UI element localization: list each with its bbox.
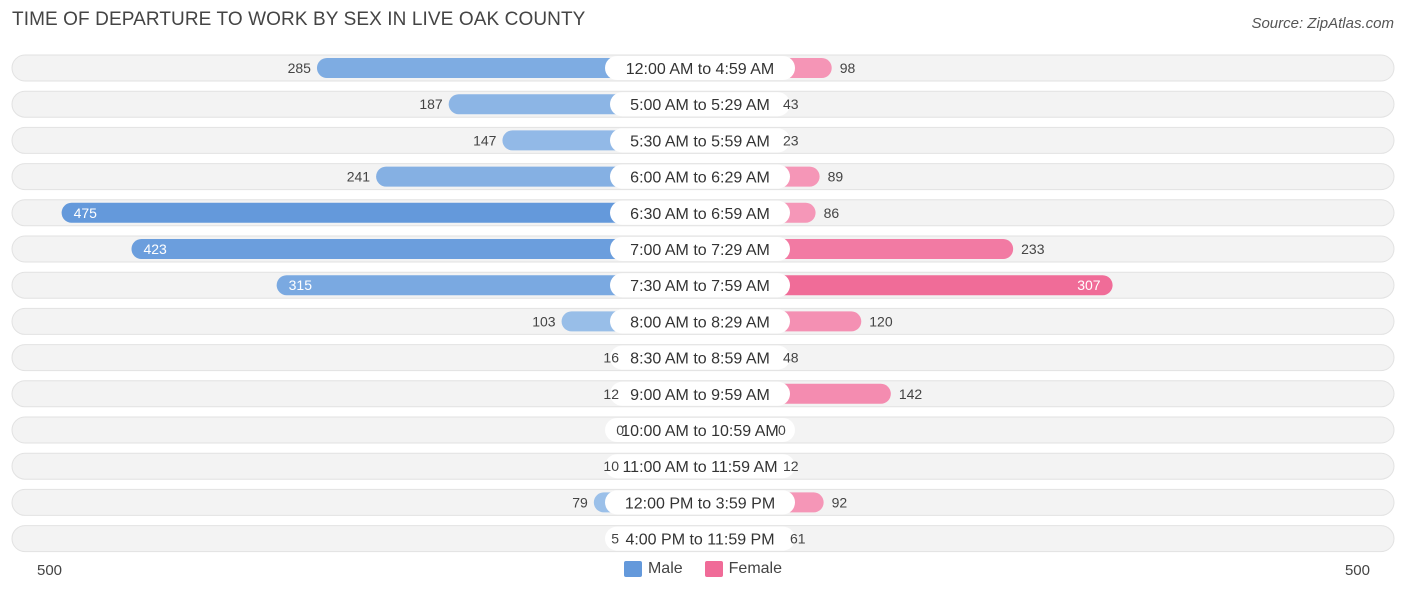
male-value-label: 315: [289, 277, 313, 293]
category-label: 5:30 AM to 5:59 AM: [630, 133, 770, 150]
male-value-label: 16: [603, 350, 619, 366]
category-label: 7:00 AM to 7:29 AM: [630, 242, 770, 259]
male-value-label: 147: [473, 132, 497, 148]
category-label: 6:30 AM to 6:59 AM: [630, 206, 770, 223]
female-value-label: 307: [1077, 277, 1101, 293]
female-value-label: 43: [783, 96, 799, 112]
category-label-bg: [605, 418, 795, 442]
male-value-label: 285: [288, 60, 312, 76]
category-label: 12:00 PM to 3:59 PM: [625, 495, 775, 512]
category-label: 8:00 AM to 8:29 AM: [630, 314, 770, 331]
axis-left-label: 500: [37, 562, 63, 579]
male-value-label: 10: [603, 458, 619, 474]
category-label-bg: [610, 345, 790, 370]
category-label: 4:00 PM to 11:59 PM: [625, 532, 774, 549]
category-label-bg: [610, 309, 790, 334]
category-label-bg: [610, 237, 790, 261]
female-value-label: 48: [783, 350, 799, 366]
male-bar: [61, 202, 701, 223]
source-note: Source: ZipAtlas.com: [1251, 15, 1394, 32]
category-label: 6:00 AM to 6:29 AM: [630, 170, 770, 187]
male-value-label: 475: [74, 205, 98, 221]
male-bar: [316, 58, 700, 78]
category-label-bg: [610, 92, 790, 117]
male-value-label: 0: [616, 422, 624, 438]
male-value-label: 103: [532, 313, 556, 329]
legend-swatch-male: [623, 561, 642, 577]
male-value-label: 423: [143, 241, 167, 257]
legend-item-male[interactable]: Male: [623, 560, 683, 578]
category-label-bg: [610, 164, 790, 189]
male-value-label: 187: [419, 96, 443, 112]
female-value-label: 61: [790, 531, 806, 547]
legend: Male Female: [0, 560, 1406, 578]
female-value-label: 0: [778, 422, 786, 438]
category-label-bg: [605, 454, 795, 479]
category-label-bg: [605, 490, 795, 515]
female-value-label: 98: [840, 60, 856, 76]
category-label-bg: [610, 200, 790, 225]
chart-title: TIME OF DEPARTURE TO WORK BY SEX IN LIVE…: [12, 9, 586, 30]
axis-right-label: 500: [1344, 562, 1370, 579]
male-bar: [276, 275, 700, 296]
female-value-label: 23: [783, 132, 799, 148]
category-label-bg: [605, 56, 795, 80]
legend-item-female[interactable]: Female: [704, 560, 783, 578]
female-value-label: 12: [783, 458, 799, 474]
female-value-label: 142: [899, 386, 923, 402]
category-label: 5:00 AM to 5:29 AM: [630, 97, 770, 114]
male-value-label: 5: [611, 531, 619, 547]
category-label-bg: [610, 381, 790, 406]
legend-swatch-female: [704, 561, 723, 577]
legend-label-female: Female: [728, 560, 783, 577]
female-value-label: 86: [824, 205, 840, 221]
female-value-label: 120: [869, 313, 893, 329]
female-bar: [700, 275, 1113, 296]
category-label-bg: [605, 526, 795, 551]
category-label: 7:30 AM to 7:59 AM: [630, 278, 770, 295]
category-label: 12:00 AM to 4:59 AM: [626, 61, 775, 78]
category-label: 10:00 AM to 10:59 AM: [621, 423, 778, 440]
female-value-label: 233: [1021, 241, 1045, 257]
category-label: 11:00 AM to 11:59 AM: [622, 459, 777, 476]
male-value-label: 12: [603, 386, 619, 402]
category-label-bg: [610, 273, 790, 298]
female-value-label: 89: [828, 169, 844, 185]
category-label: 8:30 AM to 8:59 AM: [630, 351, 770, 368]
male-value-label: 241: [347, 169, 371, 185]
male-bar: [131, 239, 700, 259]
category-label-bg: [610, 128, 790, 153]
male-value-label: 79: [572, 494, 588, 510]
legend-label-male: Male: [647, 560, 683, 577]
female-value-label: 92: [832, 494, 848, 510]
category-label: 9:00 AM to 9:59 AM: [630, 387, 770, 404]
